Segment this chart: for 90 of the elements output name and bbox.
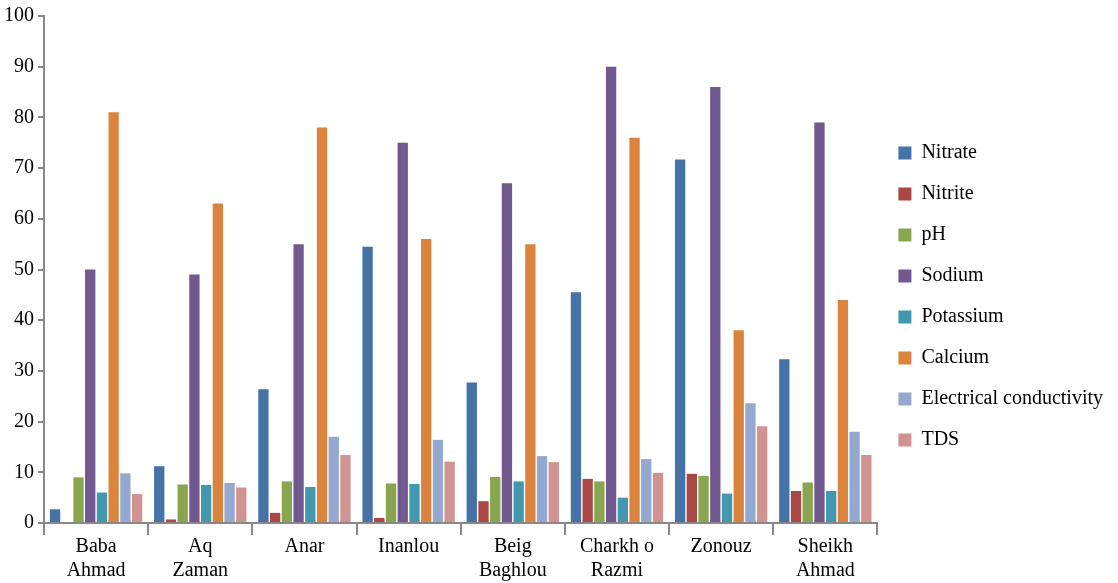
bar <box>790 491 802 522</box>
bar <box>826 491 837 522</box>
y-tick-label: 10 <box>14 459 34 482</box>
bar <box>501 183 513 522</box>
bar <box>165 519 177 522</box>
bar <box>236 487 247 522</box>
bar <box>641 459 652 522</box>
y-tick-label: 90 <box>14 53 34 76</box>
x-tick-label: Inanlou <box>378 534 440 557</box>
y-tick-label: 50 <box>14 256 34 279</box>
bar <box>224 482 235 522</box>
bar <box>652 472 664 522</box>
bar <box>96 492 108 522</box>
bar <box>629 137 640 522</box>
bar <box>154 466 165 522</box>
bar <box>745 403 756 522</box>
bar <box>466 382 477 522</box>
x-tick-label: Charkh o Razmi <box>580 534 654 581</box>
bar <box>444 461 455 522</box>
bar <box>269 512 281 522</box>
x-tick-label: Zonouz <box>690 534 752 557</box>
bar <box>362 246 373 522</box>
y-tick-label: 100 <box>4 3 34 26</box>
bar <box>200 484 212 522</box>
legend-label: Calcium <box>921 345 990 368</box>
bar <box>293 244 304 522</box>
legend-label: Nitrate <box>921 140 978 163</box>
bar <box>548 462 559 522</box>
bar <box>397 142 408 522</box>
legend-label: Sodium <box>921 263 985 286</box>
x-tick-label: Baba Ahmad <box>66 534 126 581</box>
bar <box>177 484 188 522</box>
bar <box>513 481 524 522</box>
bar <box>328 436 339 522</box>
bar <box>733 330 744 522</box>
bar <box>861 455 872 522</box>
legend-label: Electrical conductivity <box>921 386 1103 410</box>
bar <box>73 477 84 522</box>
bar <box>432 439 444 522</box>
bar <box>536 456 548 522</box>
bar <box>131 494 143 522</box>
x-tick-label: Anar <box>284 534 325 557</box>
y-tick-label: 0 <box>24 510 34 533</box>
x-tick-label: Sheikh Ahmad <box>795 534 855 581</box>
bar <box>478 501 489 522</box>
bar <box>605 66 617 522</box>
bar <box>721 493 733 522</box>
bar <box>374 517 385 522</box>
bar <box>686 473 697 522</box>
bar <box>617 497 628 522</box>
bar <box>525 244 536 522</box>
bar <box>281 481 293 522</box>
bar <box>802 482 813 522</box>
bar <box>698 475 709 522</box>
bar <box>594 481 605 522</box>
bar <box>582 478 593 522</box>
bar <box>409 483 420 522</box>
bar <box>120 473 131 522</box>
y-tick-label: 40 <box>14 307 34 330</box>
legend-label: Nitrite <box>921 181 974 204</box>
x-tick-label: Aq Zaman <box>172 534 229 581</box>
legend-label: pH <box>921 222 946 246</box>
bar <box>710 86 721 522</box>
bar <box>108 112 119 522</box>
bar <box>814 122 825 522</box>
bar <box>305 487 316 522</box>
bar <box>340 455 351 522</box>
bar <box>757 426 768 522</box>
bar <box>258 389 269 522</box>
bar <box>316 127 328 522</box>
bar <box>421 239 432 522</box>
bar <box>779 359 790 522</box>
y-tick-label: 60 <box>14 206 34 229</box>
y-tick-label: 30 <box>14 358 34 381</box>
bar <box>85 269 96 522</box>
y-tick-label: 70 <box>14 155 34 178</box>
bar <box>385 483 397 522</box>
bar <box>189 274 200 522</box>
bar <box>212 203 223 522</box>
x-tick-label: Beig Baghlou <box>478 534 547 582</box>
bar <box>49 509 61 522</box>
bar <box>570 292 582 522</box>
y-tick-label: 80 <box>14 104 34 127</box>
y-tick-label: 20 <box>14 408 34 431</box>
bar <box>849 431 860 522</box>
bar <box>490 476 501 522</box>
legend-label: Potassium <box>921 304 1005 327</box>
bar <box>837 299 849 522</box>
bar <box>674 159 686 522</box>
legend-label: TDS <box>921 427 960 450</box>
